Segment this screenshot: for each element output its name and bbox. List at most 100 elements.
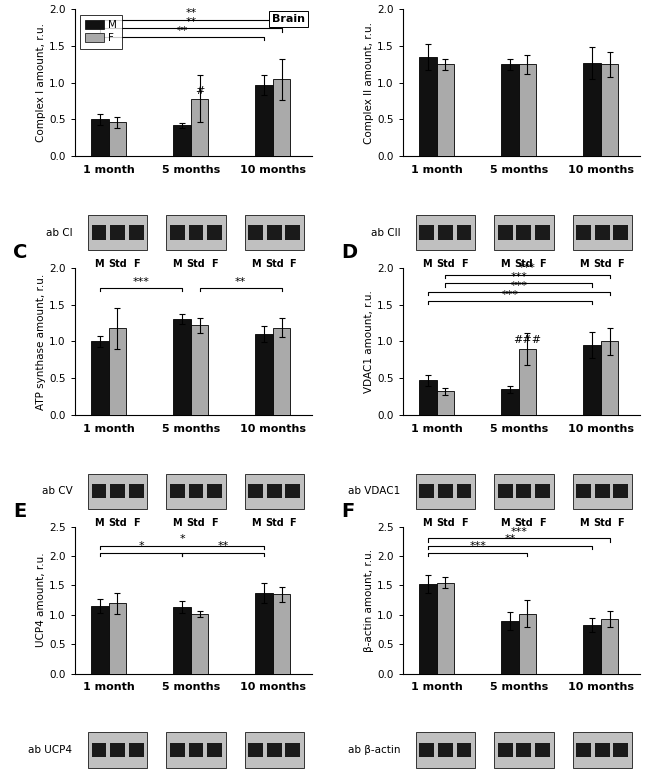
Bar (516, 225, 531, 239)
Text: M: M (579, 260, 588, 270)
Text: M: M (579, 518, 588, 528)
Text: A: A (13, 0, 28, 3)
Bar (267, 484, 281, 498)
Bar (573, 732, 632, 768)
Bar (110, 225, 125, 239)
Bar (501, 389, 519, 415)
Text: M: M (251, 518, 261, 528)
Text: ***: *** (510, 528, 527, 538)
Text: ***: *** (133, 277, 150, 287)
Text: 5 months: 5 months (489, 682, 548, 692)
Bar (91, 120, 109, 156)
Text: 10 months: 10 months (568, 165, 634, 175)
Text: Std: Std (593, 260, 612, 270)
Bar (583, 63, 601, 156)
Text: *: * (179, 535, 185, 545)
Bar (535, 484, 550, 498)
Text: Std: Std (187, 260, 205, 270)
Bar (494, 474, 554, 509)
Text: Std: Std (265, 518, 283, 528)
Text: F: F (211, 260, 218, 270)
Text: M: M (172, 518, 182, 528)
Bar (614, 743, 628, 757)
Text: F: F (461, 518, 467, 528)
Legend: M, F: M, F (80, 15, 122, 48)
Bar (267, 743, 281, 757)
Bar (109, 328, 126, 415)
Text: **: ** (504, 535, 515, 545)
Text: F: F (290, 260, 296, 270)
Bar (494, 215, 554, 250)
Text: ***: *** (469, 542, 486, 552)
Bar (614, 225, 628, 239)
Bar (601, 341, 618, 415)
Bar (601, 64, 618, 156)
Text: 1 month: 1 month (411, 423, 462, 434)
Text: F: F (539, 260, 546, 270)
Bar (91, 341, 109, 415)
Bar (419, 381, 437, 415)
Text: F: F (618, 260, 624, 270)
Text: ab CV: ab CV (42, 486, 72, 497)
Bar (595, 743, 610, 757)
Text: D: D (341, 243, 357, 262)
Bar (498, 225, 513, 239)
Bar (516, 484, 531, 498)
Bar (416, 215, 475, 250)
Bar (583, 625, 601, 674)
Bar (109, 123, 126, 156)
Bar (419, 743, 434, 757)
Bar (438, 225, 453, 239)
Text: Std: Std (265, 260, 283, 270)
Text: 10 months: 10 months (240, 682, 306, 692)
Text: Brain: Brain (272, 14, 305, 24)
Bar (191, 615, 209, 674)
Bar (437, 64, 454, 156)
Text: 1 month: 1 month (411, 682, 462, 692)
Bar (273, 79, 291, 156)
Text: C: C (13, 243, 27, 262)
Bar (170, 225, 185, 239)
Bar (419, 484, 434, 498)
Bar (419, 584, 437, 674)
Bar (535, 225, 550, 239)
Bar (498, 484, 513, 498)
Bar (438, 743, 453, 757)
Text: F: F (461, 260, 467, 270)
Text: ab VDAC1: ab VDAC1 (348, 486, 400, 497)
Bar (244, 474, 304, 509)
Bar (248, 743, 263, 757)
Bar (248, 484, 263, 498)
Bar (595, 225, 610, 239)
Bar (174, 319, 191, 415)
Bar (501, 64, 519, 156)
Bar (88, 215, 147, 250)
Text: Std: Std (108, 518, 127, 528)
Bar (273, 594, 291, 674)
Text: Std: Std (187, 518, 205, 528)
Bar (188, 484, 203, 498)
Bar (166, 474, 226, 509)
Bar (437, 583, 454, 674)
Bar (92, 225, 107, 239)
Bar (166, 732, 226, 768)
Bar (207, 484, 222, 498)
Text: Std: Std (593, 518, 612, 528)
Bar (595, 484, 610, 498)
Bar (188, 225, 203, 239)
Text: E: E (13, 502, 26, 521)
Bar (110, 743, 125, 757)
Bar (188, 743, 203, 757)
Bar (174, 607, 191, 674)
Text: M: M (251, 260, 261, 270)
Y-axis label: UCP4 amount, r.u.: UCP4 amount, r.u. (36, 553, 46, 647)
Text: ab CI: ab CI (46, 228, 72, 238)
Text: **: ** (185, 9, 196, 19)
Bar (516, 743, 531, 757)
Bar (285, 225, 300, 239)
Bar (573, 474, 632, 509)
Text: ###: ### (514, 335, 541, 345)
Bar (244, 732, 304, 768)
Bar (535, 743, 550, 757)
Text: M: M (500, 260, 510, 270)
